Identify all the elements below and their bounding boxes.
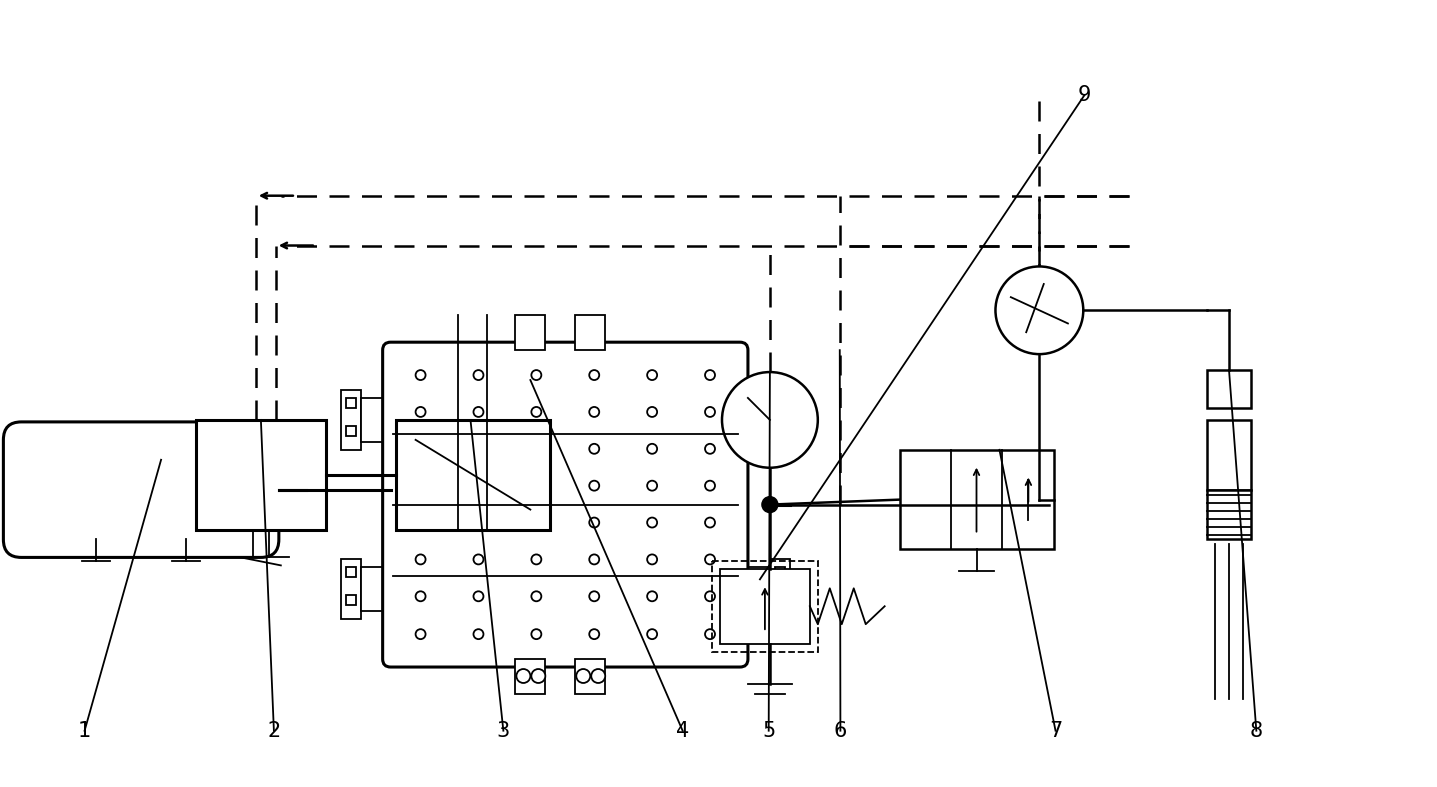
Bar: [341, 560, 361, 619]
Circle shape: [532, 444, 542, 454]
Bar: [516, 659, 545, 694]
Circle shape: [415, 370, 425, 380]
Bar: [1207, 420, 1252, 490]
Bar: [361, 398, 391, 442]
Text: 3: 3: [497, 721, 510, 741]
Circle shape: [706, 444, 716, 454]
Text: 7: 7: [1049, 721, 1062, 741]
Bar: [900, 450, 1055, 549]
Bar: [1207, 370, 1252, 408]
Circle shape: [473, 591, 483, 601]
Circle shape: [706, 629, 716, 639]
Circle shape: [532, 591, 542, 601]
Circle shape: [532, 481, 542, 490]
Circle shape: [647, 481, 657, 490]
Circle shape: [762, 497, 777, 512]
Circle shape: [415, 591, 425, 601]
Bar: [395, 420, 550, 530]
Circle shape: [706, 370, 716, 380]
Text: 5: 5: [762, 721, 776, 741]
Bar: [770, 560, 790, 619]
Circle shape: [532, 370, 542, 380]
Circle shape: [532, 407, 542, 417]
Circle shape: [576, 669, 591, 683]
Bar: [775, 426, 785, 436]
Text: 2: 2: [267, 721, 280, 741]
Bar: [346, 398, 356, 408]
Bar: [361, 567, 391, 611]
Circle shape: [473, 444, 483, 454]
Circle shape: [473, 481, 483, 490]
Circle shape: [647, 444, 657, 454]
Circle shape: [415, 518, 425, 527]
Bar: [775, 567, 785, 578]
Circle shape: [589, 591, 599, 601]
Circle shape: [516, 669, 530, 683]
Circle shape: [415, 629, 425, 639]
Bar: [770, 390, 790, 450]
Bar: [740, 567, 770, 611]
Bar: [516, 316, 545, 350]
Bar: [740, 398, 770, 442]
Text: 1: 1: [78, 721, 91, 741]
Circle shape: [647, 591, 657, 601]
Circle shape: [647, 407, 657, 417]
Circle shape: [591, 669, 605, 683]
Circle shape: [706, 518, 716, 527]
Circle shape: [415, 407, 425, 417]
Circle shape: [532, 669, 545, 683]
Circle shape: [415, 481, 425, 490]
Bar: [575, 659, 605, 694]
Bar: [346, 567, 356, 578]
Circle shape: [647, 370, 657, 380]
Circle shape: [706, 481, 716, 490]
Circle shape: [589, 407, 599, 417]
Circle shape: [647, 629, 657, 639]
Circle shape: [473, 518, 483, 527]
Bar: [720, 569, 810, 644]
Circle shape: [706, 591, 716, 601]
Circle shape: [589, 444, 599, 454]
Circle shape: [589, 629, 599, 639]
Text: 4: 4: [675, 721, 690, 741]
Text: 6: 6: [833, 721, 846, 741]
Circle shape: [589, 518, 599, 527]
Circle shape: [721, 372, 818, 467]
Bar: [775, 595, 785, 605]
Circle shape: [473, 370, 483, 380]
Circle shape: [532, 518, 542, 527]
Circle shape: [473, 407, 483, 417]
FancyBboxPatch shape: [3, 422, 279, 557]
Text: 9: 9: [1078, 86, 1091, 105]
Circle shape: [647, 554, 657, 564]
Circle shape: [706, 407, 716, 417]
Circle shape: [589, 554, 599, 564]
Circle shape: [473, 629, 483, 639]
FancyBboxPatch shape: [382, 342, 747, 667]
Bar: [775, 398, 785, 408]
Circle shape: [532, 629, 542, 639]
Bar: [195, 420, 326, 530]
Circle shape: [473, 554, 483, 564]
Bar: [1207, 490, 1252, 539]
Circle shape: [589, 481, 599, 490]
Bar: [575, 316, 605, 350]
Circle shape: [706, 554, 716, 564]
Circle shape: [589, 370, 599, 380]
Circle shape: [647, 518, 657, 527]
Bar: [341, 390, 361, 450]
Circle shape: [415, 554, 425, 564]
Bar: [711, 561, 818, 652]
Circle shape: [996, 267, 1083, 354]
Circle shape: [532, 554, 542, 564]
Circle shape: [415, 444, 425, 454]
Text: 8: 8: [1250, 721, 1263, 741]
Bar: [346, 595, 356, 605]
Bar: [346, 426, 356, 436]
